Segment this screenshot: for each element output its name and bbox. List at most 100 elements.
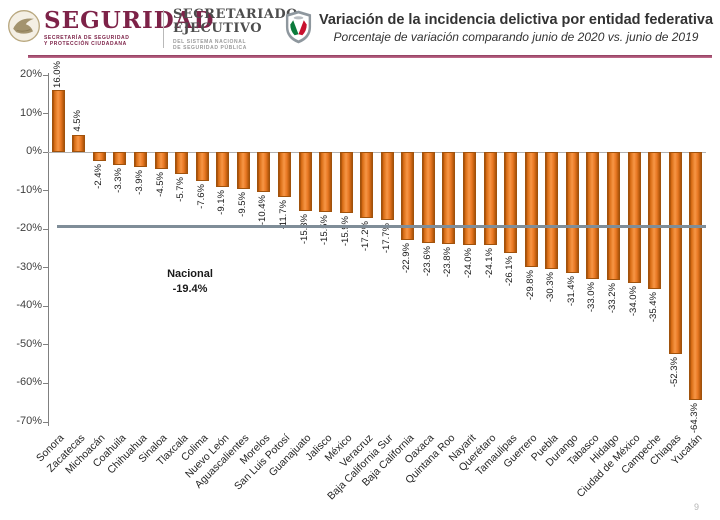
secretariado-subtitle-line2: DE SEGURIDAD PÚBLICA bbox=[173, 45, 247, 51]
bar-value-label: -2.4% bbox=[92, 164, 104, 190]
bar-value-label: 4.5% bbox=[72, 110, 84, 132]
bar-guerrero bbox=[524, 152, 538, 267]
bar-chiapas bbox=[668, 152, 682, 354]
bar-puebla bbox=[545, 152, 559, 269]
shield-logo-icon bbox=[285, 10, 312, 44]
bar-michoac-n bbox=[92, 152, 106, 162]
y-axis-tick bbox=[43, 421, 48, 423]
y-axis-tick bbox=[43, 228, 48, 230]
y-axis-tick bbox=[43, 344, 48, 346]
bar-tabasco bbox=[586, 152, 600, 280]
bar-coahuila bbox=[113, 152, 127, 165]
title-block: Variación de la incidencia delictiva por… bbox=[318, 11, 714, 45]
bar-value-label: -33.2% bbox=[606, 283, 618, 314]
bar-value-label: -24.1% bbox=[483, 248, 495, 279]
bar-colima bbox=[195, 152, 209, 182]
bar-yucat-n bbox=[689, 152, 703, 401]
bar-baja-california bbox=[401, 152, 415, 241]
page-mark: 9 bbox=[694, 502, 700, 512]
bar-jalisco bbox=[319, 152, 333, 212]
national-reference-line bbox=[57, 225, 706, 229]
bar-zacatecas bbox=[72, 134, 86, 153]
brand-name: SEGURIDAD bbox=[44, 7, 215, 34]
y-axis-tick bbox=[43, 382, 48, 384]
secretariado-name-line1: SECRETARIADO bbox=[173, 7, 298, 22]
bar-value-label: -4.5% bbox=[154, 172, 166, 198]
bar-value-label: -3.9% bbox=[134, 170, 146, 195]
bar-aguascalientes bbox=[236, 152, 250, 189]
bar-value-label: -3.3% bbox=[113, 167, 125, 193]
y-axis-tick-label: 10% bbox=[19, 106, 42, 119]
y-axis-tick-label: -40% bbox=[16, 299, 42, 312]
bar-value-label: -15.9% bbox=[339, 216, 351, 247]
y-axis-tick-label: -70% bbox=[16, 415, 42, 427]
bar-san-luis-potos- bbox=[277, 152, 291, 198]
y-axis-tick-label: -10% bbox=[16, 183, 42, 196]
bar-sinaloa bbox=[154, 152, 168, 170]
bar-value-label: -33.0% bbox=[586, 282, 598, 313]
bar-nuevo-le-n bbox=[216, 152, 230, 188]
brand-subtitle-line1: SECRETARÍA DE SEGURIDAD bbox=[44, 35, 130, 41]
page-subtitle: Porcentaje de variación comparando junio… bbox=[333, 30, 699, 44]
y-axis-tick bbox=[43, 190, 48, 192]
bar-value-label: -5.7% bbox=[175, 177, 187, 202]
y-axis-tick bbox=[43, 113, 48, 115]
national-annotation-value: -19.4% bbox=[172, 283, 208, 295]
bar-value-label: -52.3% bbox=[668, 356, 680, 387]
brand-subtitle-line2: Y PROTECCIÓN CIUDADANA bbox=[44, 41, 127, 47]
bar-oaxaca bbox=[421, 152, 435, 244]
y-axis-tick bbox=[43, 151, 48, 153]
y-axis-tick-label: -20% bbox=[16, 222, 42, 235]
bar-m-xico bbox=[339, 152, 353, 214]
bar-value-label: -9.5% bbox=[236, 191, 248, 217]
header-divider bbox=[163, 10, 164, 48]
bar-value-label: -64.3% bbox=[689, 403, 701, 434]
y-axis-tick bbox=[43, 267, 48, 269]
bar-value-label: -15.3% bbox=[298, 214, 310, 245]
y-axis-tick-label: -60% bbox=[16, 376, 42, 389]
bar-nayarit bbox=[463, 152, 477, 245]
bar-value-label: -24.0% bbox=[463, 247, 475, 278]
bar-value-label: -22.9% bbox=[401, 243, 413, 274]
government-eagle-seal-icon bbox=[8, 10, 40, 42]
bar-ciudad-de-m-xico bbox=[627, 152, 641, 284]
bar-veracruz bbox=[360, 152, 374, 219]
national-annotation-label: Nacional bbox=[167, 268, 213, 280]
y-axis-tick bbox=[43, 305, 48, 307]
header-rule bbox=[28, 55, 712, 58]
bar-value-label: -15.5% bbox=[319, 214, 331, 245]
secretariado-block: SECRETARIADO EJECUTIVO DEL SISTEMA NACIO… bbox=[173, 7, 298, 52]
brand-block: SEGURIDAD SECRETARÍA DE SEGURIDAD Y PROT… bbox=[44, 7, 215, 48]
y-axis-line bbox=[48, 73, 49, 426]
bar-guanajuato bbox=[298, 152, 312, 212]
bar-baja-california-sur bbox=[380, 152, 394, 221]
secretariado-name-line2: EJECUTIVO bbox=[173, 21, 263, 36]
bar-value-label: -10.4% bbox=[257, 195, 269, 226]
bar-value-label: -23.6% bbox=[421, 246, 433, 277]
y-axis-tick-label: -50% bbox=[16, 337, 42, 350]
bar-value-label: 16.0% bbox=[51, 60, 63, 88]
bar-value-label: -26.1% bbox=[504, 255, 516, 286]
bar-morelos bbox=[257, 152, 271, 193]
bar-durango bbox=[565, 152, 579, 274]
bar-value-label: -7.6% bbox=[195, 184, 207, 210]
national-annotation: Nacional -19.4% bbox=[140, 267, 240, 297]
bar-tlaxcala bbox=[175, 152, 189, 175]
secretariado-subtitle: DEL SISTEMA NACIONAL DE SEGURIDAD PÚBLIC… bbox=[173, 39, 298, 51]
plot-area: Nacional -19.4% 20% 10% 0% -10% -20% -30% -40%… bbox=[16, 61, 706, 502]
y-axis-tick bbox=[43, 74, 48, 76]
bar-sonora bbox=[51, 90, 65, 153]
page-title: Variación de la incidencia delictiva por… bbox=[318, 12, 714, 28]
bar-hidalgo bbox=[606, 152, 620, 281]
bar-quer-taro bbox=[483, 152, 497, 246]
secretariado-subtitle-line1: DEL SISTEMA NACIONAL bbox=[173, 39, 247, 45]
bar-quintana-roo bbox=[442, 152, 456, 244]
bar-value-label: -30.3% bbox=[545, 271, 557, 303]
bar-campeche bbox=[648, 152, 662, 289]
brand-subtitle: SECRETARÍA DE SEGURIDAD Y PROTECCIÓN CIU… bbox=[44, 35, 214, 47]
zero-axis-line bbox=[48, 152, 706, 154]
y-axis-tick-label: 0% bbox=[26, 145, 42, 158]
bar-value-label: -9.1% bbox=[216, 190, 228, 216]
bar-chihuahua bbox=[134, 152, 148, 168]
